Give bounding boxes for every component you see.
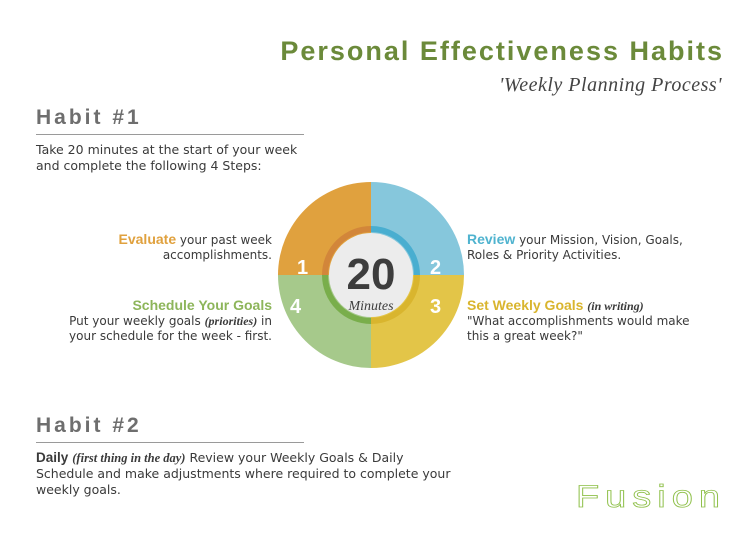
center-disc — [329, 233, 413, 317]
page-subtitle: 'Weekly Planning Process' — [499, 74, 722, 96]
step-3-note: (in writing) — [587, 299, 644, 313]
habit-2-heading: Habit #2 — [36, 414, 304, 443]
step-1-keyword: Evaluate — [118, 231, 177, 247]
habit-2-text: Daily (first thing in the day) Review yo… — [36, 450, 456, 498]
ring-arc-4 — [322, 274, 372, 324]
step-4-keyword: Schedule Your Goals — [132, 297, 272, 313]
step-4-text: in your schedule for the week - first. — [69, 314, 272, 343]
page-title: Personal Effectiveness Habits — [280, 36, 724, 66]
habit-2-keyword: Daily — [36, 450, 69, 465]
quadrant-2-number: 2 — [430, 257, 441, 279]
planning-wheel: 20 Minutes 1 2 3 4 — [278, 182, 464, 368]
ring-arc-1 — [322, 226, 372, 276]
ring-arc-2 — [370, 226, 420, 276]
quadrant-1-number: 1 — [297, 257, 308, 279]
step-1-evaluate: Evaluate your past week accomplishments. — [82, 232, 272, 263]
habit-2-note: (first thing in the day) — [72, 451, 186, 465]
quadrant-3-number: 3 — [430, 296, 441, 318]
step-2-text: your Mission, Vision, Goals, Roles & Pri… — [467, 233, 683, 262]
step-3-set-goals: Set Weekly Goals (in writing) "What acco… — [467, 298, 707, 344]
step-4-pre: Put your weekly goals — [69, 314, 205, 328]
habit-1-intro: Take 20 minutes at the start of your wee… — [36, 142, 298, 173]
fusion-logo: Fusion — [575, 480, 726, 515]
center-label: Minutes — [347, 299, 394, 314]
step-3-text: "What accomplishments would make this a … — [467, 314, 690, 343]
habit-2-body: Review your Weekly Goals & Daily Schedul… — [36, 450, 451, 497]
quadrant-4-number: 4 — [290, 296, 302, 318]
step-2-keyword: Review — [467, 231, 516, 247]
step-4-note: (priorities) — [204, 314, 258, 328]
step-1-text: your past week accomplishments. — [162, 233, 272, 262]
habit-1-heading: Habit #1 — [36, 106, 304, 135]
center-number: 20 — [347, 250, 396, 299]
step-3-keyword: Set Weekly Goals — [467, 297, 584, 313]
step-2-review: Review your Mission, Vision, Goals, Role… — [467, 232, 697, 263]
ring-arc-3 — [370, 274, 420, 324]
step-4-schedule: Schedule Your Goals Put your weekly goal… — [52, 298, 272, 344]
